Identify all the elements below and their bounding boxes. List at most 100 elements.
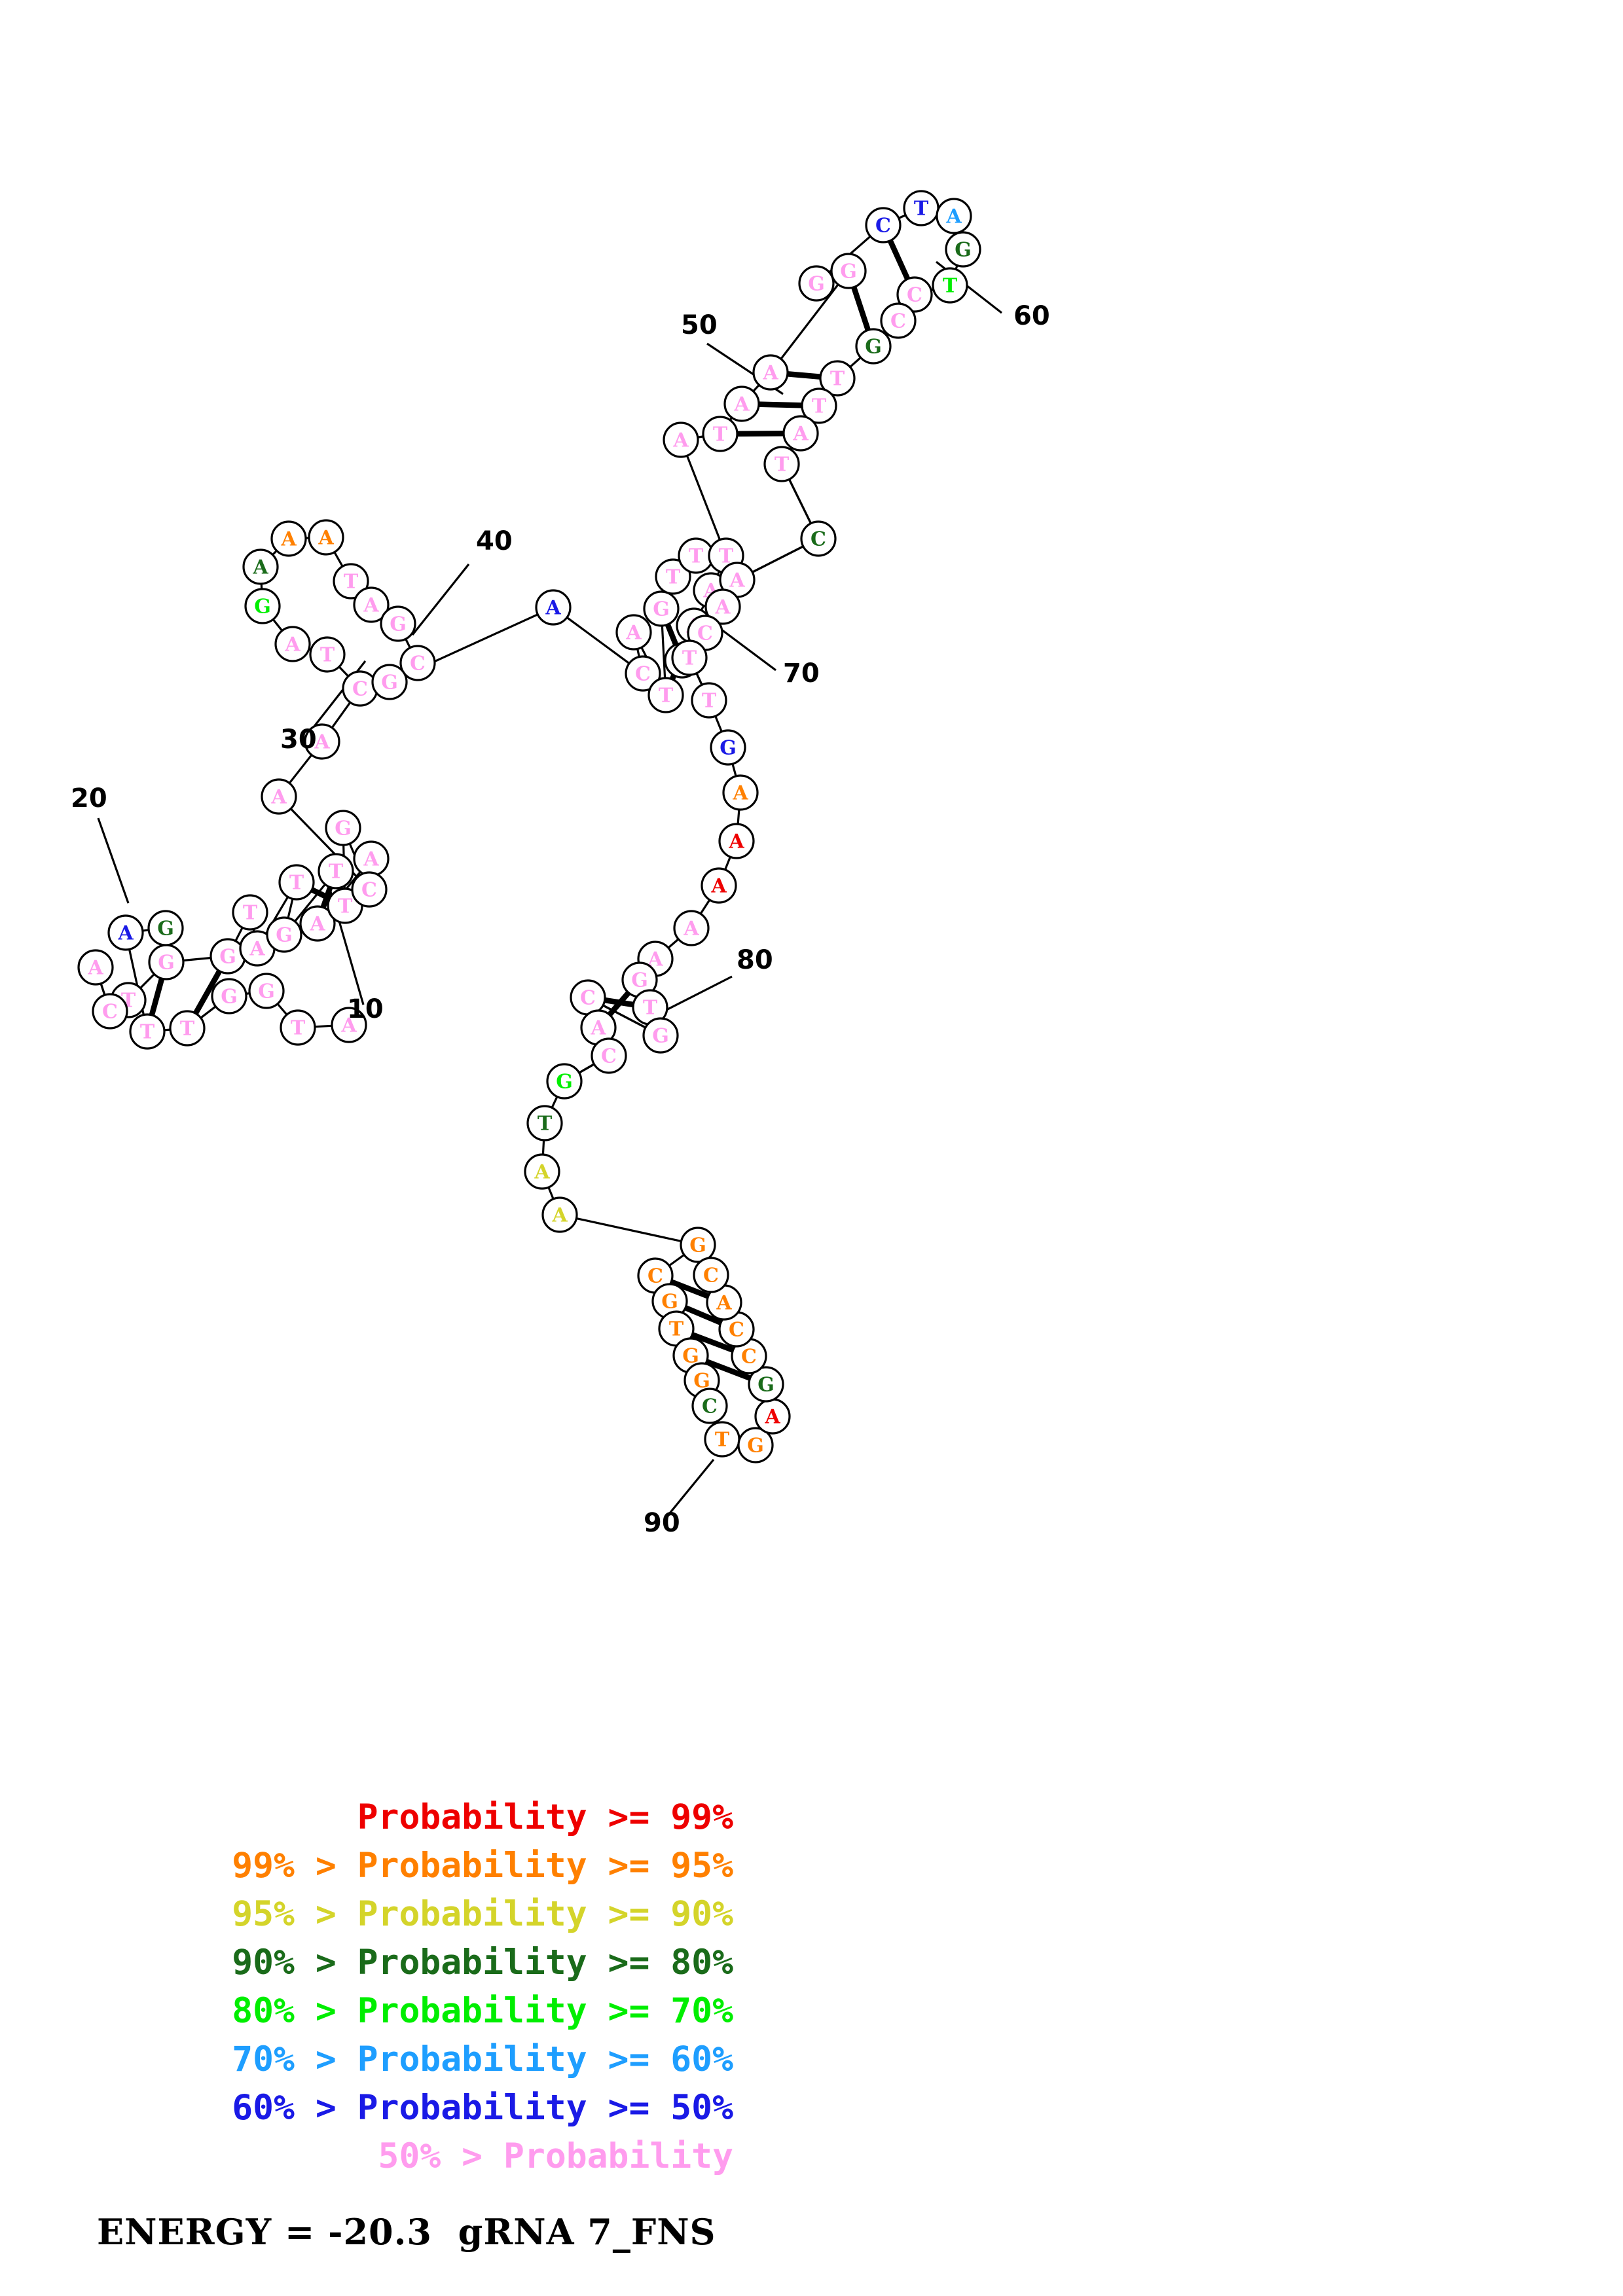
nucleotide-circle bbox=[782, 415, 819, 452]
nucleotide-38[interactable]: A bbox=[535, 589, 572, 626]
nucleotide-26[interactable]: C bbox=[342, 670, 378, 707]
nucleotide-circle bbox=[318, 853, 354, 889]
nucleotide-98[interactable]: A bbox=[754, 1398, 791, 1435]
nucleotide-61[interactable]: C bbox=[880, 302, 917, 339]
backbone-link bbox=[183, 956, 211, 962]
nucleotide-32[interactable]: A bbox=[308, 519, 344, 556]
nucleotide-8[interactable]: T bbox=[318, 853, 354, 889]
nucleotide-56[interactable]: T bbox=[903, 190, 939, 226]
nucleotide-23[interactable]: A bbox=[77, 949, 114, 986]
nucleotide-82[interactable]: C bbox=[570, 979, 606, 1016]
backbone-link bbox=[731, 763, 737, 777]
nucleotide-15[interactable]: T bbox=[280, 1009, 316, 1046]
nucleotide-44[interactable]: T bbox=[678, 537, 714, 574]
nucleotide-49[interactable]: A bbox=[663, 422, 699, 458]
nucleotide-55[interactable]: C bbox=[865, 207, 902, 243]
nucleotide-51[interactable]: A bbox=[723, 386, 760, 422]
nucleotide-24[interactable]: A bbox=[261, 778, 297, 815]
nucleotide-circle bbox=[304, 723, 340, 760]
nucleotide-2[interactable]: G bbox=[148, 944, 185, 980]
nucleotide-circle bbox=[351, 871, 388, 908]
nucleotide-42[interactable]: G bbox=[643, 590, 680, 627]
position-label-20: 20 bbox=[71, 783, 107, 814]
position-leader-20 bbox=[97, 817, 130, 904]
nucleotide-72[interactable]: T bbox=[691, 682, 727, 719]
nucleotide-13[interactable]: C bbox=[351, 871, 388, 908]
nucleotide-75[interactable]: A bbox=[718, 823, 755, 859]
base-pair-bond bbox=[887, 238, 911, 281]
nucleotide-35[interactable]: G bbox=[380, 605, 416, 642]
nucleotide-76[interactable]: A bbox=[701, 867, 737, 904]
nucleotide-77[interactable]: A bbox=[673, 910, 710, 946]
nucleotide-circle bbox=[723, 386, 760, 422]
nucleotide-circle bbox=[342, 670, 378, 707]
nucleotide-81[interactable]: G bbox=[642, 1017, 679, 1054]
nucleotide-4[interactable]: T bbox=[232, 894, 268, 931]
nucleotide-66[interactable]: T bbox=[763, 446, 800, 482]
nucleotide-16[interactable]: G bbox=[248, 973, 285, 1009]
position-label-90: 90 bbox=[644, 1508, 680, 1538]
nucleotide-103[interactable]: C bbox=[693, 1257, 729, 1293]
backbone-link bbox=[288, 754, 313, 784]
nucleotide-40[interactable]: A bbox=[615, 614, 652, 651]
nucleotide-37[interactable]: G bbox=[371, 664, 408, 700]
nucleotide-58[interactable]: G bbox=[945, 231, 981, 268]
nucleotide-28[interactable]: A bbox=[274, 626, 311, 662]
nucleotide-22[interactable]: C bbox=[92, 993, 128, 1030]
nucleotide-7[interactable]: G bbox=[266, 916, 302, 953]
nucleotide-6[interactable]: T bbox=[278, 864, 315, 901]
nucleotide-67[interactable]: C bbox=[800, 520, 837, 557]
nucleotide-30[interactable]: A bbox=[242, 548, 279, 585]
nucleotide-31[interactable]: A bbox=[270, 520, 307, 557]
nucleotide-17[interactable]: G bbox=[211, 978, 247, 1014]
nucleotide-50[interactable]: T bbox=[702, 416, 739, 452]
nucleotide-circle bbox=[524, 1153, 560, 1190]
nucleotide-10[interactable]: A bbox=[353, 840, 390, 877]
nucleotide-84[interactable]: C bbox=[591, 1037, 627, 1074]
nucleotide-86[interactable]: T bbox=[526, 1105, 563, 1141]
base-pair-bond bbox=[149, 977, 165, 1017]
nucleotide-74[interactable]: A bbox=[722, 774, 759, 811]
nucleotide-27[interactable]: T bbox=[309, 636, 346, 673]
nucleotide-circle bbox=[270, 520, 307, 557]
backbone-link bbox=[566, 617, 630, 664]
nucleotide-71[interactable]: T bbox=[671, 639, 708, 676]
nucleotide-57[interactable]: A bbox=[936, 198, 972, 234]
nucleotide-88[interactable]: A bbox=[541, 1196, 578, 1233]
base-pair-bond bbox=[689, 1331, 736, 1354]
position-label-70: 70 bbox=[783, 658, 820, 689]
nucleotide-41[interactable]: T bbox=[647, 677, 684, 713]
nucleotide-circle bbox=[830, 253, 867, 289]
nucleotide-circle bbox=[331, 1007, 367, 1043]
nucleotide-29[interactable]: G bbox=[244, 588, 281, 624]
nucleotide-96[interactable]: T bbox=[704, 1421, 740, 1458]
nucleotide-circle bbox=[278, 864, 315, 901]
nucleotide-20[interactable]: A bbox=[107, 914, 144, 951]
nucleotide-21[interactable]: G bbox=[147, 910, 184, 946]
nucleotide-circle bbox=[691, 682, 727, 719]
nucleotide-65[interactable]: A bbox=[782, 415, 819, 452]
nucleotide-circle bbox=[371, 664, 408, 700]
nucleotide-95[interactable]: C bbox=[691, 1388, 728, 1424]
nucleotide-85[interactable]: G bbox=[546, 1063, 583, 1100]
nucleotide-circle bbox=[244, 588, 281, 624]
nucleotide-62[interactable]: G bbox=[855, 328, 892, 365]
nucleotide-circle bbox=[643, 590, 680, 627]
backbone-link bbox=[100, 983, 106, 996]
nucleotide-circle bbox=[691, 1388, 728, 1424]
nucleotide-73[interactable]: G bbox=[710, 729, 746, 766]
nucleotide-59[interactable]: T bbox=[932, 267, 968, 304]
nucleotide-52[interactable]: A bbox=[752, 354, 789, 391]
nucleotide-19[interactable]: T bbox=[129, 1013, 166, 1050]
nucleotide-12[interactable]: G bbox=[325, 810, 361, 846]
nucleotide-53[interactable]: G bbox=[830, 253, 867, 289]
nucleotide-circle bbox=[693, 1257, 729, 1293]
nucleotide-circle bbox=[865, 207, 902, 243]
nucleotide-circle bbox=[655, 558, 691, 595]
nucleotide-87[interactable]: A bbox=[524, 1153, 560, 1190]
backbone-link bbox=[234, 927, 244, 942]
nucleotide-89[interactable]: G bbox=[680, 1227, 716, 1263]
nucleotide-54[interactable]: G bbox=[798, 265, 835, 302]
nucleotide-18[interactable]: T bbox=[169, 1010, 206, 1047]
nucleotide-circle bbox=[763, 446, 800, 482]
